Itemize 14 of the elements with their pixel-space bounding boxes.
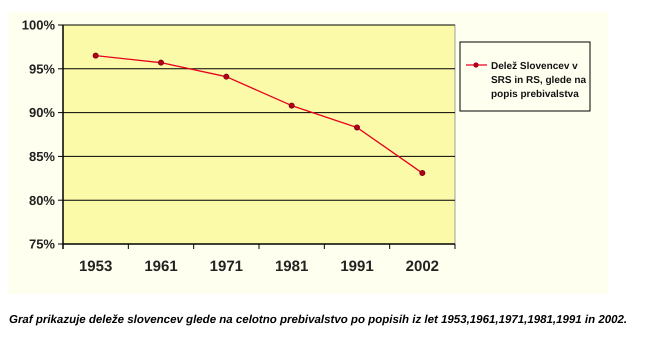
x-tick-label: 1981 [274,258,308,275]
text: Graf prikazuje deleže slovencev glede na celotno prebivalstvo po popisih iz let 1953,1961,1971,1981,1991 in 2002. [9,314,628,326]
x-tick-label: 1991 [340,258,374,275]
x-tick-label: 1961 [144,258,178,275]
x-tick-label: 2002 [406,258,440,275]
y-tick-label: 85% [28,148,56,164]
y-tick-label: 100% [22,18,56,33]
y-tick-label: 90% [28,105,56,120]
x-tick-label: 1971 [210,258,244,275]
y-tick-label: 75% [28,236,56,252]
y-tick-label: 80% [28,192,56,208]
legend-label: Delež Slovencev v SRS in RS, glede na popis prebivalstva [491,61,586,100]
y-tick-label: 95% [28,61,56,76]
x-tick-label: 1953 [78,258,112,275]
